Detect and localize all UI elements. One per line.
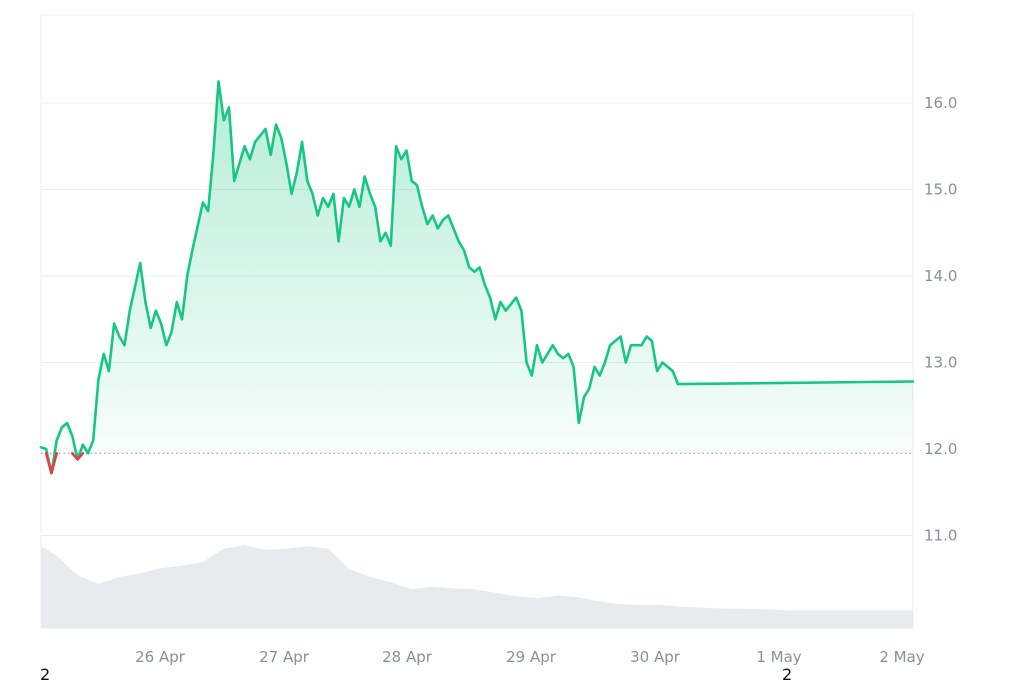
x-tick-label: 29 Apr xyxy=(506,648,557,666)
volume-shape xyxy=(41,545,913,628)
area-shape xyxy=(41,81,913,454)
y-tick-label: 11.0 xyxy=(924,527,957,545)
volume-area xyxy=(41,545,913,628)
price-dip-segment xyxy=(71,452,85,461)
x-tick-label: 26 Apr xyxy=(135,648,186,666)
y-axis: 11.0 12.0 13.0 14.0 15.0 16.0 xyxy=(924,94,957,545)
x-tick-label: 2 May xyxy=(879,648,924,666)
x-tick-label: 28 Apr xyxy=(382,648,433,666)
y-tick-label: 14.0 xyxy=(924,267,957,285)
x-tick-label: 30 Apr xyxy=(630,648,681,666)
price-area-fill xyxy=(41,81,913,454)
y-tick-label: 15.0 xyxy=(924,181,957,199)
y-tick-label: 12.0 xyxy=(924,440,957,458)
price-line-path xyxy=(39,80,915,475)
y-tick-label: 16.0 xyxy=(924,94,957,112)
bottom-right-label: 2 xyxy=(782,665,793,684)
price-line xyxy=(39,80,915,475)
price-dip-segment xyxy=(44,452,58,475)
x-tick-label: 1 May xyxy=(756,648,801,666)
x-tick-label: 27 Apr xyxy=(259,648,310,666)
x-axis: 26 Apr 27 Apr 28 Apr 29 Apr 30 Apr 1 May 2 May xyxy=(135,648,925,666)
bottom-left-label: 2 xyxy=(40,665,51,684)
y-tick-label: 13.0 xyxy=(924,354,957,372)
